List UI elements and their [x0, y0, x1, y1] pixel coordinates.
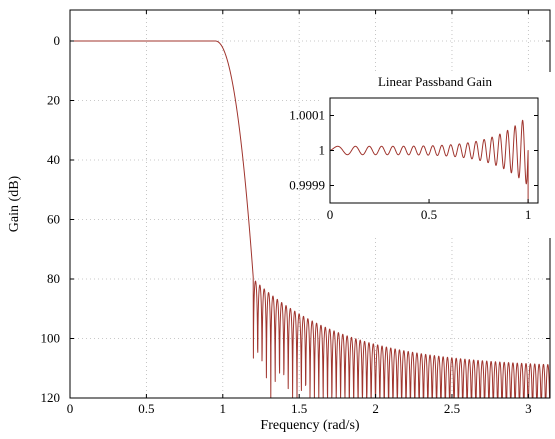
y-tick-label: 40 [47, 152, 60, 167]
x-axis-label: Frequency (rad/s) [260, 418, 359, 433]
x-tick-label: 1 [220, 401, 227, 416]
passband-gain-curve [329, 119, 529, 203]
main-ticks: 0 0.5 1 1.5 2 2.5 3 0 20 40 60 80 100 120 [41, 10, 550, 416]
y-tick-label: 20 [47, 93, 60, 108]
y-tick-label: 80 [47, 271, 60, 286]
x-tick-label: 1.5 [291, 401, 307, 416]
inset-y-tick-label: 1.0001 [289, 108, 325, 123]
x-tick-label: 3 [525, 401, 532, 416]
y-tick-label: 0 [54, 33, 61, 48]
x-tick-label: 2 [372, 401, 379, 416]
inset-plot: Linear Passband Gain 0 0.5 1 1.0001 1 0.9999 [289, 72, 552, 238]
x-tick-label: 2.5 [444, 401, 460, 416]
y-tick-label: 60 [47, 212, 60, 227]
inset-x-tick-label: 0.5 [421, 207, 437, 222]
inset-x-tick-label: 0 [327, 207, 334, 222]
y-axis-label: Gain (dB) [7, 175, 22, 232]
y-tick-label: 100 [41, 331, 61, 346]
inset-x-tick-label: 1 [525, 207, 532, 222]
inset-y-tick-label: 0.9999 [289, 178, 325, 193]
y-tick-label: 120 [41, 390, 61, 405]
gain-curve [69, 40, 551, 399]
inset-y-tick-label: 1 [319, 143, 326, 158]
inset-ticks: 0 0.5 1 1.0001 1 0.9999 [289, 108, 538, 222]
inset-title: Linear Passband Gain [378, 74, 493, 89]
x-tick-label: 0.5 [138, 401, 154, 416]
main-plot: 0 0.5 1 1.5 2 2.5 3 0 20 40 60 80 100 120 Frequency (… [7, 9, 551, 433]
x-tick-label: 0 [67, 401, 74, 416]
